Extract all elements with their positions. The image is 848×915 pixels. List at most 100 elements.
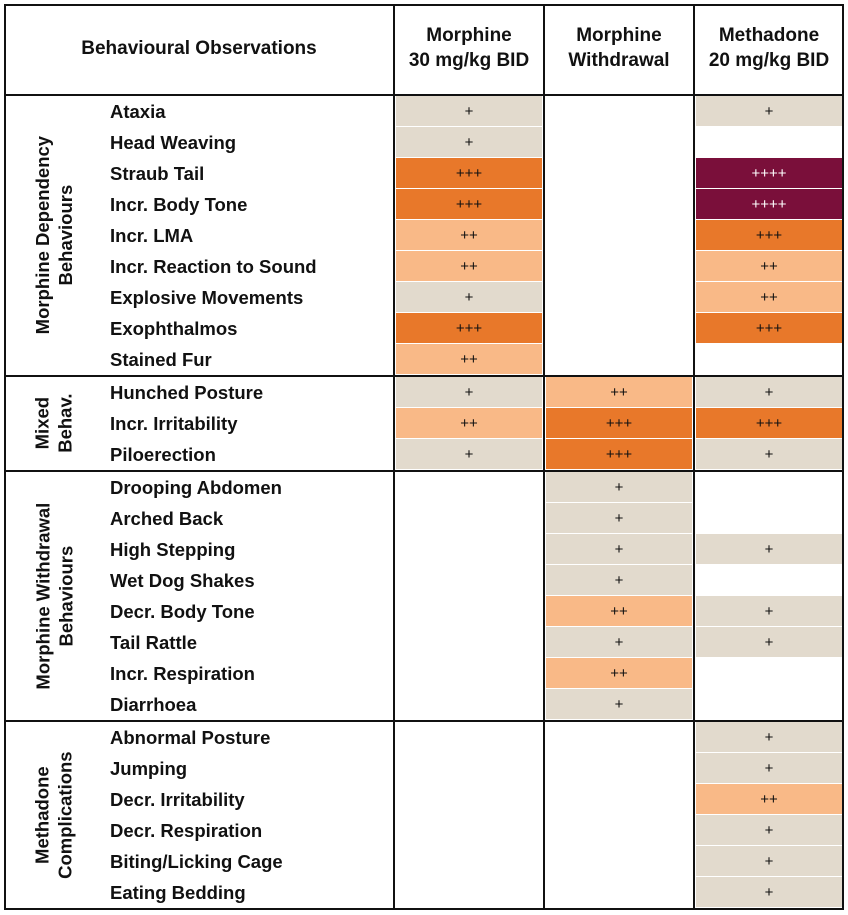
row-label: Abnormal Posture xyxy=(110,726,271,748)
value-cell: ++ xyxy=(696,251,842,282)
value-cell: + xyxy=(546,503,692,534)
value-cell: +++ xyxy=(696,408,842,439)
value-cell xyxy=(696,344,842,375)
value-cell: + xyxy=(696,377,842,408)
value-cell: + xyxy=(546,689,692,720)
value-cell: + xyxy=(396,282,542,313)
row-label: Wet Dog Shakes xyxy=(110,569,255,591)
row-label: Exophthalmos xyxy=(110,317,238,339)
value-cell: +++ xyxy=(546,439,692,470)
row-label: Eating Bedding xyxy=(110,881,246,903)
value-cell: + xyxy=(696,439,842,470)
row-label: Incr. Body Tone xyxy=(110,193,248,215)
group-label-text: Mixed Behav. xyxy=(31,393,76,454)
value-cell xyxy=(396,722,542,753)
row-label: Stained Fur xyxy=(110,348,212,370)
value-cell: +++ xyxy=(696,220,842,251)
value-cell: + xyxy=(396,377,542,408)
value-cell xyxy=(696,472,842,503)
row-label: Decr. Respiration xyxy=(110,819,263,841)
row-label: Arched Back xyxy=(110,507,224,529)
group-label-text: Morphine Withdrawal Behaviours xyxy=(31,502,77,690)
value-cell: + xyxy=(546,565,692,596)
border-left xyxy=(4,4,6,910)
value-cell xyxy=(546,96,692,127)
value-cell: + xyxy=(696,596,842,627)
row-label: Diarrhoea xyxy=(110,693,197,715)
value-cell: +++ xyxy=(396,189,542,220)
row-label: Drooping Abdomen xyxy=(110,476,282,498)
value-cell: ++ xyxy=(396,408,542,439)
value-cell xyxy=(546,313,692,344)
value-cell xyxy=(546,846,692,877)
row-label: Decr. Body Tone xyxy=(110,600,255,622)
group-divider xyxy=(4,470,844,472)
value-cell: + xyxy=(546,627,692,658)
value-cell xyxy=(546,127,692,158)
value-cell: +++ xyxy=(546,408,692,439)
value-cell: + xyxy=(696,722,842,753)
value-cell xyxy=(396,503,542,534)
value-cell xyxy=(696,503,842,534)
row-label: Decr. Irritability xyxy=(110,788,245,810)
row-label: Incr. Irritability xyxy=(110,412,238,434)
value-cell xyxy=(546,282,692,313)
row-label: Ataxia xyxy=(110,100,166,122)
value-cell xyxy=(396,472,542,503)
row-label: Head Weaving xyxy=(110,131,237,153)
value-cell: ++++ xyxy=(696,189,842,220)
value-cell xyxy=(546,251,692,282)
value-cell xyxy=(696,658,842,689)
group-label-text: Morphine Dependency Behaviours xyxy=(31,136,77,335)
row-label: Incr. Reaction to Sound xyxy=(110,255,317,277)
column-divider xyxy=(693,4,695,908)
header-divider xyxy=(4,94,844,96)
value-cell xyxy=(396,846,542,877)
value-cell: ++ xyxy=(546,658,692,689)
value-cell: ++ xyxy=(696,784,842,815)
group-label: Methadone Complications xyxy=(4,722,104,908)
value-cell xyxy=(546,784,692,815)
corner-header: Behavioural Observations xyxy=(81,37,317,59)
value-cell xyxy=(546,158,692,189)
value-cell: + xyxy=(696,627,842,658)
group-label-text: Methadone Complications xyxy=(31,751,76,879)
value-cell: ++ xyxy=(546,377,692,408)
group-label: Morphine Dependency Behaviours xyxy=(4,96,104,375)
value-cell xyxy=(696,565,842,596)
group-label: Morphine Withdrawal Behaviours xyxy=(4,472,104,720)
group-divider xyxy=(4,375,844,377)
value-cell: + xyxy=(546,472,692,503)
value-cell xyxy=(396,627,542,658)
value-cell: + xyxy=(396,96,542,127)
border-top xyxy=(4,4,844,6)
row-label: Hunched Posture xyxy=(110,381,264,403)
value-cell: + xyxy=(396,127,542,158)
value-cell: ++++ xyxy=(696,158,842,189)
value-cell xyxy=(396,689,542,720)
group-label: Mixed Behav. xyxy=(4,377,104,470)
row-label: Explosive Movements xyxy=(110,286,304,308)
value-cell xyxy=(546,877,692,908)
behaviour-table: Behavioural Observations Morphine 30 mg/k… xyxy=(4,4,844,911)
row-label: Piloerection xyxy=(110,443,216,465)
value-cell: +++ xyxy=(696,313,842,344)
value-cell: + xyxy=(546,534,692,565)
value-cell xyxy=(546,220,692,251)
row-label: Jumping xyxy=(110,757,188,779)
value-cell xyxy=(396,658,542,689)
value-cell: + xyxy=(696,877,842,908)
value-cell xyxy=(396,534,542,565)
value-cell xyxy=(546,722,692,753)
value-cell xyxy=(546,753,692,784)
column-divider xyxy=(543,4,545,908)
value-cell xyxy=(396,877,542,908)
value-cell: ++ xyxy=(696,282,842,313)
border-bottom xyxy=(4,908,844,910)
value-cell xyxy=(396,753,542,784)
value-cell xyxy=(546,189,692,220)
value-cell: + xyxy=(696,534,842,565)
row-label: High Stepping xyxy=(110,538,236,560)
value-cell: + xyxy=(696,753,842,784)
value-cell: ++ xyxy=(546,596,692,627)
